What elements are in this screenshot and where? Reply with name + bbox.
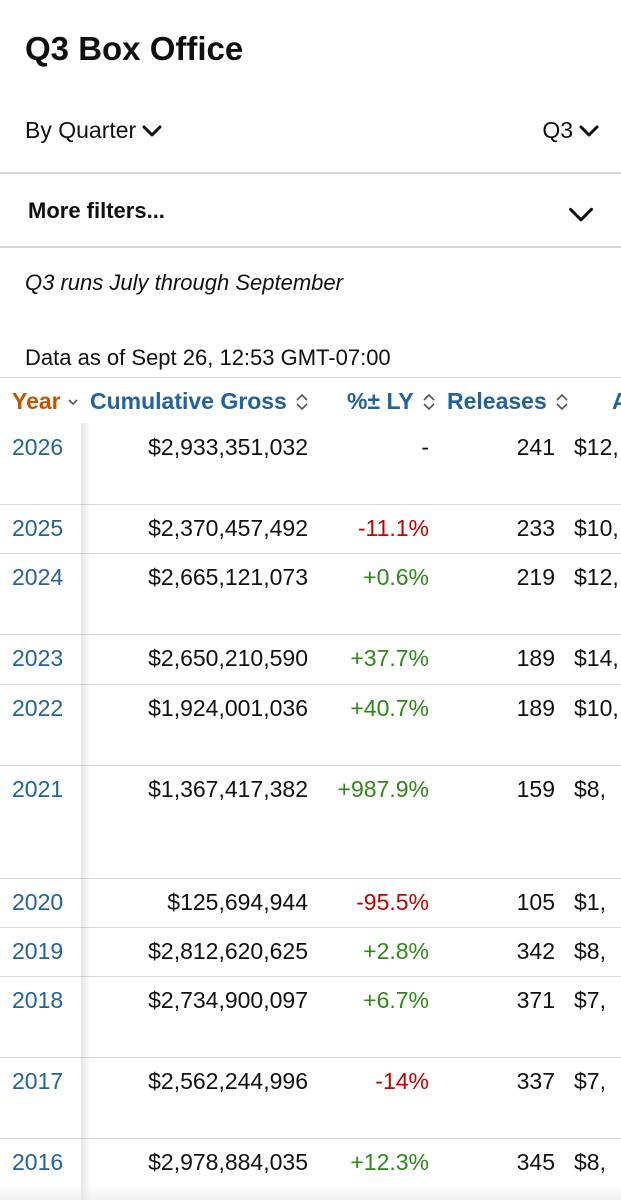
column-header-pct-label: %± LY: [347, 388, 414, 414]
average-cell: $7,: [574, 987, 606, 1013]
releases-cell: 159: [516, 776, 555, 802]
pct-change-cell: +6.7%: [363, 987, 429, 1013]
releases-cell: 189: [516, 695, 555, 721]
pct-change-cell: +40.7%: [350, 695, 429, 721]
sticky-column-shadow: [81, 423, 91, 1200]
gross-cell: $2,650,210,590: [148, 645, 308, 671]
pct-change-cell: -14%: [375, 1068, 429, 1094]
average-cell: $14,: [574, 645, 619, 671]
column-header-gross-label: Cumulative Gross: [90, 388, 287, 414]
column-header-average[interactable]: A: [612, 388, 621, 415]
data-timestamp: Data as of Sept 26, 12:53 GMT-07:00: [25, 345, 391, 370]
divider: [0, 172, 621, 174]
column-header-year[interactable]: Year: [12, 388, 79, 415]
chevron-down-icon: [579, 125, 599, 136]
table-row: 2020 $125,694,944 -95.5% 105 $1,: [0, 878, 621, 928]
column-header-average-label: A: [612, 388, 621, 414]
year-link[interactable]: 2023: [12, 645, 64, 671]
sort-descending-icon: [68, 398, 78, 405]
releases-cell: 219: [516, 564, 555, 590]
year-link[interactable]: 2021: [12, 776, 64, 802]
column-header-gross[interactable]: Cumulative Gross: [90, 388, 309, 415]
period-type-dropdown[interactable]: By Quarter: [25, 117, 164, 144]
gross-cell: $125,694,944: [167, 889, 308, 915]
period-label: Q3: [542, 117, 573, 143]
table-row: 2016 $2,978,884,035 +12.3% 345 $8,: [0, 1138, 621, 1200]
year-link[interactable]: 2016: [12, 1149, 64, 1175]
year-link[interactable]: 2018: [12, 987, 64, 1013]
pct-change-cell: -11.1%: [357, 515, 429, 541]
page-title: Q3 Box Office: [25, 30, 244, 67]
average-cell: $10,: [574, 695, 619, 721]
more-filters-label: More filters...: [28, 198, 165, 223]
chevron-down-icon: [568, 207, 594, 222]
year-link[interactable]: 2025: [12, 515, 64, 541]
period-type-label: By Quarter: [25, 117, 137, 143]
table-row: 2025 $2,370,457,492 -11.1% 233 $10,: [0, 504, 621, 554]
year-link[interactable]: 2026: [12, 434, 64, 460]
table-row: 2026 $2,933,351,032 - 241 $12,: [0, 423, 621, 505]
releases-cell: 105: [516, 889, 555, 915]
box-office-table: Year Cumulative Gross %± LY Releases: [0, 377, 621, 1200]
table-row: 2023 $2,650,210,590 +37.7% 189 $14,: [0, 634, 621, 685]
sort-icon: [296, 393, 308, 410]
table-row: 2021 $1,367,417,382 +987.9% 159 $8,: [0, 765, 621, 879]
table-row: 2019 $2,812,620,625 +2.8% 342 $8,: [0, 927, 621, 977]
releases-cell: 345: [516, 1149, 555, 1175]
gross-cell: $2,812,620,625: [148, 938, 308, 964]
column-header-releases-label: Releases: [447, 388, 547, 414]
chevron-down-icon: [142, 125, 162, 136]
table-row: 2018 $2,734,900,097 +6.7% 371 $7,: [0, 976, 621, 1058]
gross-cell: $2,734,900,097: [148, 987, 308, 1013]
average-cell: $12,: [574, 434, 619, 460]
gross-cell: $2,562,244,996: [148, 1068, 308, 1094]
quarter-note: Q3 runs July through September: [25, 270, 343, 295]
gross-cell: $2,665,121,073: [148, 564, 308, 590]
average-cell: $12,: [574, 564, 619, 590]
sort-icon: [556, 393, 568, 410]
pct-change-cell: +2.8%: [363, 938, 429, 964]
table-row: 2022 $1,924,001,036 +40.7% 189 $10,: [0, 684, 621, 766]
gross-cell: $1,924,001,036: [148, 695, 308, 721]
average-cell: $8,: [574, 1149, 606, 1175]
pct-change-cell: -: [421, 434, 429, 460]
gross-cell: $2,978,884,035: [148, 1149, 308, 1175]
gross-cell: $2,933,351,032: [148, 434, 308, 460]
column-header-year-label: Year: [12, 388, 61, 414]
pct-change-cell: +37.7%: [350, 645, 429, 671]
releases-cell: 241: [516, 434, 555, 460]
releases-cell: 371: [516, 987, 555, 1013]
period-selectors: By Quarter Q3: [0, 117, 621, 151]
releases-cell: 337: [516, 1068, 555, 1094]
average-cell: $1,: [574, 889, 606, 915]
column-header-releases[interactable]: Releases: [447, 388, 569, 415]
column-header-pct-change[interactable]: %± LY: [347, 388, 436, 415]
period-dropdown[interactable]: Q3: [542, 117, 601, 144]
average-cell: $8,: [574, 776, 606, 802]
sort-icon: [423, 393, 435, 410]
bottom-edge: [0, 1185, 621, 1200]
year-link[interactable]: 2024: [12, 564, 64, 590]
table-row: 2017 $2,562,244,996 -14% 337 $7,: [0, 1057, 621, 1139]
average-cell: $8,: [574, 938, 606, 964]
releases-cell: 189: [516, 645, 555, 671]
table-row: 2024 $2,665,121,073 +0.6% 219 $12,: [0, 553, 621, 635]
pct-change-cell: +12.3%: [350, 1149, 429, 1175]
releases-cell: 342: [516, 938, 555, 964]
more-filters-toggle[interactable]: More filters...: [0, 174, 621, 246]
gross-cell: $2,370,457,492: [148, 515, 308, 541]
pct-change-cell: -95.5%: [356, 889, 429, 915]
year-link[interactable]: 2022: [12, 695, 64, 721]
average-cell: $10,: [574, 515, 619, 541]
pct-change-cell: +0.6%: [363, 564, 429, 590]
year-link[interactable]: 2019: [12, 938, 64, 964]
gross-cell: $1,367,417,382: [148, 776, 308, 802]
average-cell: $7,: [574, 1068, 606, 1094]
pct-change-cell: +987.9%: [337, 776, 429, 802]
table-header: Year Cumulative Gross %± LY Releases: [0, 377, 621, 424]
divider: [0, 246, 621, 248]
releases-cell: 233: [516, 515, 555, 541]
year-link[interactable]: 2020: [12, 889, 64, 915]
year-link[interactable]: 2017: [12, 1068, 64, 1094]
